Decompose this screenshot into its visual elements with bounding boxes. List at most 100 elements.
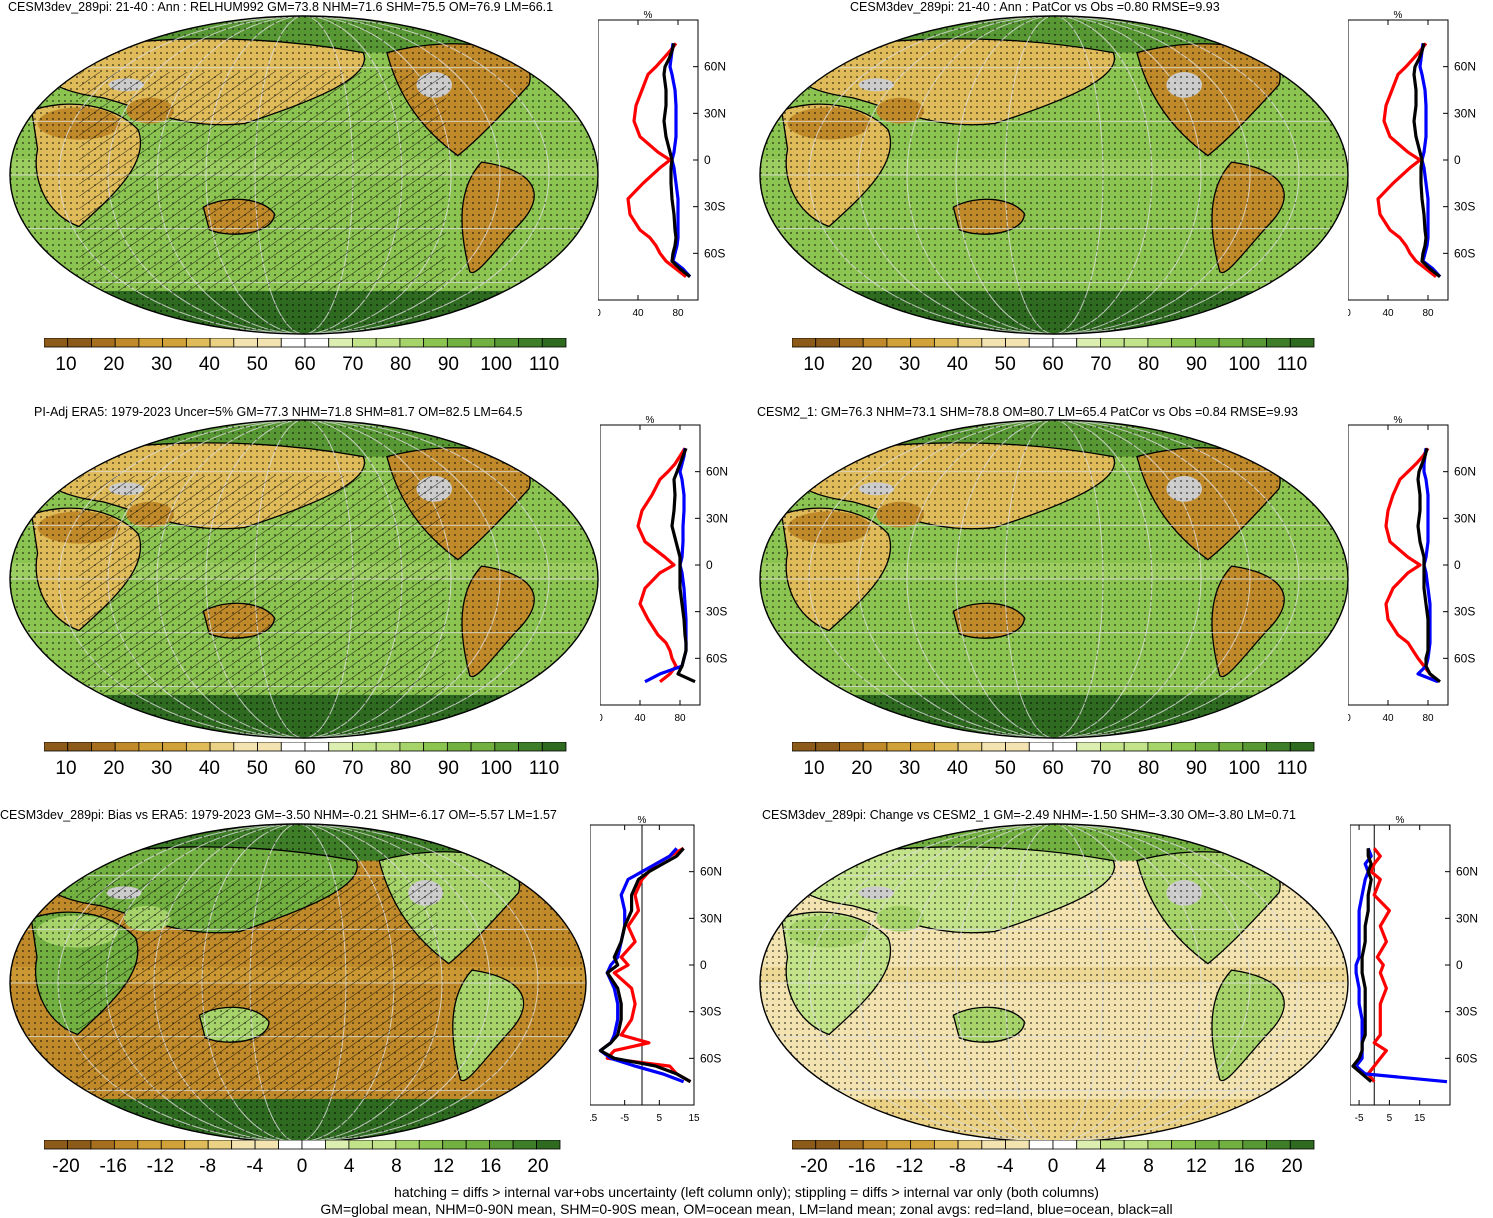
colorbar-swatch (1194, 742, 1220, 752)
colorbar-swatch (862, 1140, 888, 1150)
colorbar-tick-label: 70 (1090, 354, 1111, 375)
colorbar-swatch (1218, 338, 1244, 348)
colorbar-swatch (981, 338, 1006, 348)
zonal-series-land (1366, 847, 1392, 1083)
colorbar-tick-label: 40 (199, 354, 220, 375)
colorbar-tick-label: 20 (851, 354, 872, 375)
colorbar-tick-label: 110 (1277, 758, 1307, 779)
colorbar-tick-label: 16 (480, 1156, 501, 1177)
colorbar: 10 20 30 40 50 60 70 80 90 100 110 (792, 742, 1315, 779)
robinson-map (9, 419, 599, 739)
colorbar-tick-label: 100 (1228, 354, 1260, 375)
colorbar-swatch (1289, 1140, 1315, 1150)
zonal-series-land (1376, 42, 1437, 278)
colorbar-swatch (1052, 1140, 1078, 1150)
zonal-lat-tick: 30S (706, 605, 727, 619)
colorbar-swatch (423, 338, 448, 348)
colorbar-swatch (325, 1140, 350, 1150)
colorbar-swatch (67, 742, 92, 752)
zonal-x-tick: 15 (688, 1113, 700, 1124)
colorbar-tick-label: 0 (297, 1156, 308, 1177)
colorbar-tick-label: 90 (1186, 758, 1207, 779)
zonal-series-land (636, 447, 687, 683)
colorbar-tick-label: 90 (438, 758, 459, 779)
colorbar-tick-label: 80 (390, 354, 411, 375)
colorbar-tick-label: 100 (480, 758, 512, 779)
zonal-lat-tick: 30S (700, 1005, 721, 1019)
colorbar-tick-label: 30 (899, 758, 920, 779)
colorbar-swatch (541, 742, 567, 752)
map-border (9, 419, 599, 739)
zonal-unit-label: % (1394, 415, 1403, 426)
zonal-x-tick: 5 (657, 1113, 663, 1124)
colorbar-tick-label: 30 (899, 354, 920, 375)
colorbar-tick-label: 40 (947, 354, 968, 375)
colorbar-swatch (209, 338, 235, 348)
colorbar-tick-label: 4 (1096, 1156, 1107, 1177)
colorbar-swatch (792, 742, 817, 752)
colorbar-swatch (1242, 338, 1267, 348)
zonal-average-plot: % 60N 30N 0 30S 60S -15 -5 5 15 (590, 815, 722, 1124)
colorbar-swatch (184, 1140, 209, 1150)
zonal-x-tick: 5 (1387, 1113, 1393, 1124)
continent-outline (517, 830, 566, 862)
colorbar-tick-label: 100 (480, 354, 512, 375)
colorbar-swatch (494, 742, 519, 752)
colorbar-swatch (162, 338, 187, 348)
colorbar-swatch (815, 742, 840, 752)
panel-title: PI-Adj ERA5: 1979-2023 Uncer=5% GM=77.3 … (34, 405, 523, 419)
zonal-x-tick: 40 (632, 308, 644, 319)
zonal-lat-tick: 0 (1454, 558, 1461, 572)
zonal-lat-tick: 60S (700, 1051, 721, 1065)
colorbar-swatch (1052, 338, 1078, 348)
footer-line-1: hatching = diffs > internal var+obs unce… (394, 1184, 1099, 1200)
colorbar-tick-label: -12 (896, 1156, 923, 1177)
colorbar-tick-label: 30 (151, 354, 172, 375)
zonal-x-tick: -15 (590, 1113, 598, 1124)
zonal-series-all (598, 847, 692, 1084)
colorbar-swatch (1100, 338, 1125, 348)
colorbar-swatch (1218, 742, 1244, 752)
colorbar-swatch (1147, 1140, 1173, 1150)
colorbar-tick-label: 10 (803, 758, 824, 779)
colorbar-tick-label: -4 (246, 1156, 263, 1177)
zonal-lat-tick: 60N (704, 60, 726, 74)
zonal-lat-tick: 0 (1456, 958, 1463, 972)
zonal-series-all (662, 42, 691, 278)
colorbar-swatch (257, 338, 282, 348)
colorbar-tick-label: -16 (99, 1156, 126, 1177)
zonal-lat-tick: 60N (1456, 865, 1478, 879)
continent-outline (528, 22, 577, 54)
colorbar-tick-label: 4 (344, 1156, 355, 1177)
zonal-x-tick: 0 (600, 713, 603, 724)
colorbar-tick-label: 10 (55, 354, 76, 375)
colorbar-swatch (1289, 338, 1315, 348)
colorbar-swatch (423, 742, 448, 752)
zonal-x-tick: 40 (1382, 713, 1394, 724)
colorbar-tick-label: 10 (803, 354, 824, 375)
colorbar-swatch (1242, 742, 1267, 752)
zonal-x-tick: 15 (1414, 1113, 1426, 1124)
colorbar-tick-label: 0 (1048, 1156, 1059, 1177)
zonal-lat-tick: 0 (706, 558, 713, 572)
continent-outline (528, 426, 577, 458)
colorbar-swatch (209, 742, 235, 752)
colorbar-swatch (910, 1140, 935, 1150)
colorbar-tick-label: 110 (529, 758, 559, 779)
colorbar-tick-label: 20 (527, 1156, 548, 1177)
zonal-series-land (605, 846, 692, 1084)
colorbar-swatch (233, 742, 258, 752)
colorbar-swatch (1266, 1140, 1291, 1150)
colorbar-swatch (1028, 338, 1054, 348)
colorbar-swatch (91, 338, 116, 348)
zonal-frame (598, 19, 699, 301)
colorbar-swatch (418, 1140, 444, 1150)
zonal-lat-tick: 30S (1454, 605, 1475, 619)
colorbar-swatch (981, 1140, 1006, 1150)
colorbar-swatch (113, 1140, 139, 1150)
zonal-x-tick: 0 (598, 308, 601, 319)
zonal-lat-tick: 30N (1454, 106, 1476, 120)
colorbar-swatch (1005, 338, 1030, 348)
colorbar-tick-label: 12 (433, 1156, 454, 1177)
colorbar-tick-label: 30 (151, 758, 172, 779)
